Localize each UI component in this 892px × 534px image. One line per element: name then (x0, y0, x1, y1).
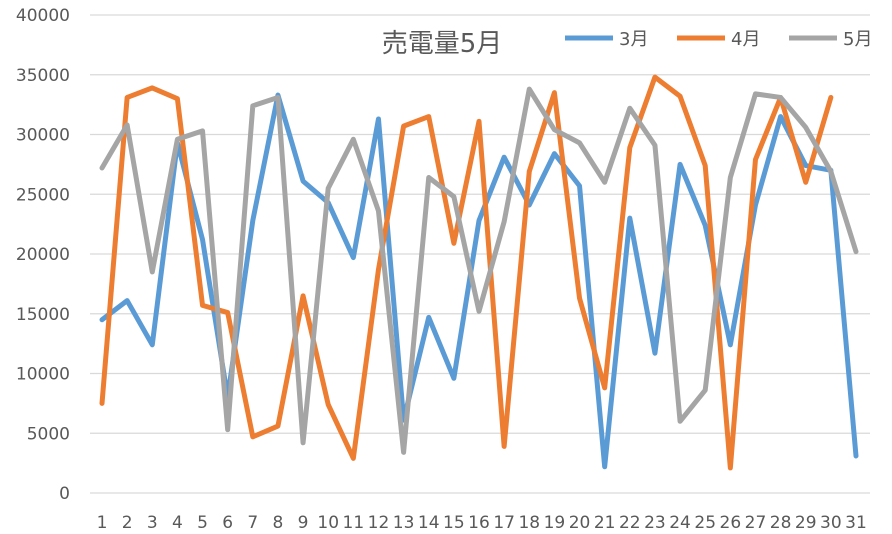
y-tick-label: 20000 (16, 245, 70, 265)
x-tick-label: 12 (368, 513, 390, 530)
series-line-5月 (99, 86, 859, 455)
y-tick-label: 40000 (16, 6, 70, 26)
chart-title: 売電量5月 (382, 29, 503, 59)
x-tick-label: 18 (518, 513, 540, 530)
y-tick-label: 5000 (27, 424, 70, 444)
y-tick-label: 25000 (16, 185, 70, 205)
x-tick-label: 16 (468, 513, 490, 530)
x-tick-label: 7 (247, 513, 258, 530)
y-tick-label: 0 (59, 484, 70, 504)
x-tick-label: 5 (197, 513, 208, 530)
x-tick-label: 19 (544, 513, 566, 530)
legend-label: 4月 (731, 29, 760, 50)
y-tick-label: 10000 (16, 365, 70, 385)
x-tick-label: 27 (745, 513, 767, 530)
x-tick-label: 15 (443, 513, 465, 530)
y-tick-label: 15000 (16, 305, 70, 325)
x-tick-label: 30 (820, 513, 842, 530)
x-tick-label: 10 (317, 513, 339, 530)
x-tick-label: 23 (644, 513, 666, 530)
legend-label: 5月 (843, 29, 872, 50)
x-tick-label: 29 (795, 513, 817, 530)
x-tick-label: 4 (172, 513, 183, 530)
x-tick-label: 21 (594, 513, 616, 530)
x-tick-label: 22 (619, 513, 641, 530)
x-tick-label: 6 (222, 513, 233, 530)
x-tick-label: 11 (343, 513, 365, 530)
x-tick-label: 3 (147, 513, 158, 530)
x-tick-label: 20 (569, 513, 591, 530)
x-tick-label: 17 (493, 513, 515, 530)
legend: 3月 4月 5月 (565, 29, 872, 50)
x-tick-label: 2 (122, 513, 133, 530)
x-tick-label: 25 (694, 513, 716, 530)
y-tick-label: 35000 (16, 66, 70, 86)
x-tick-label: 8 (273, 513, 284, 530)
x-tick-label: 26 (720, 513, 742, 530)
series-line-4月 (99, 74, 834, 471)
x-tick-label: 13 (393, 513, 415, 530)
y-tick-label: 30000 (16, 126, 70, 146)
x-tick-label: 14 (418, 513, 440, 530)
legend-label: 3月 (619, 29, 648, 50)
x-tick-label: 28 (770, 513, 792, 530)
x-tick-label: 31 (845, 513, 867, 530)
x-tick-label: 24 (669, 513, 691, 530)
x-tick-label: 1 (97, 513, 108, 530)
x-tick-label: 9 (298, 513, 309, 530)
